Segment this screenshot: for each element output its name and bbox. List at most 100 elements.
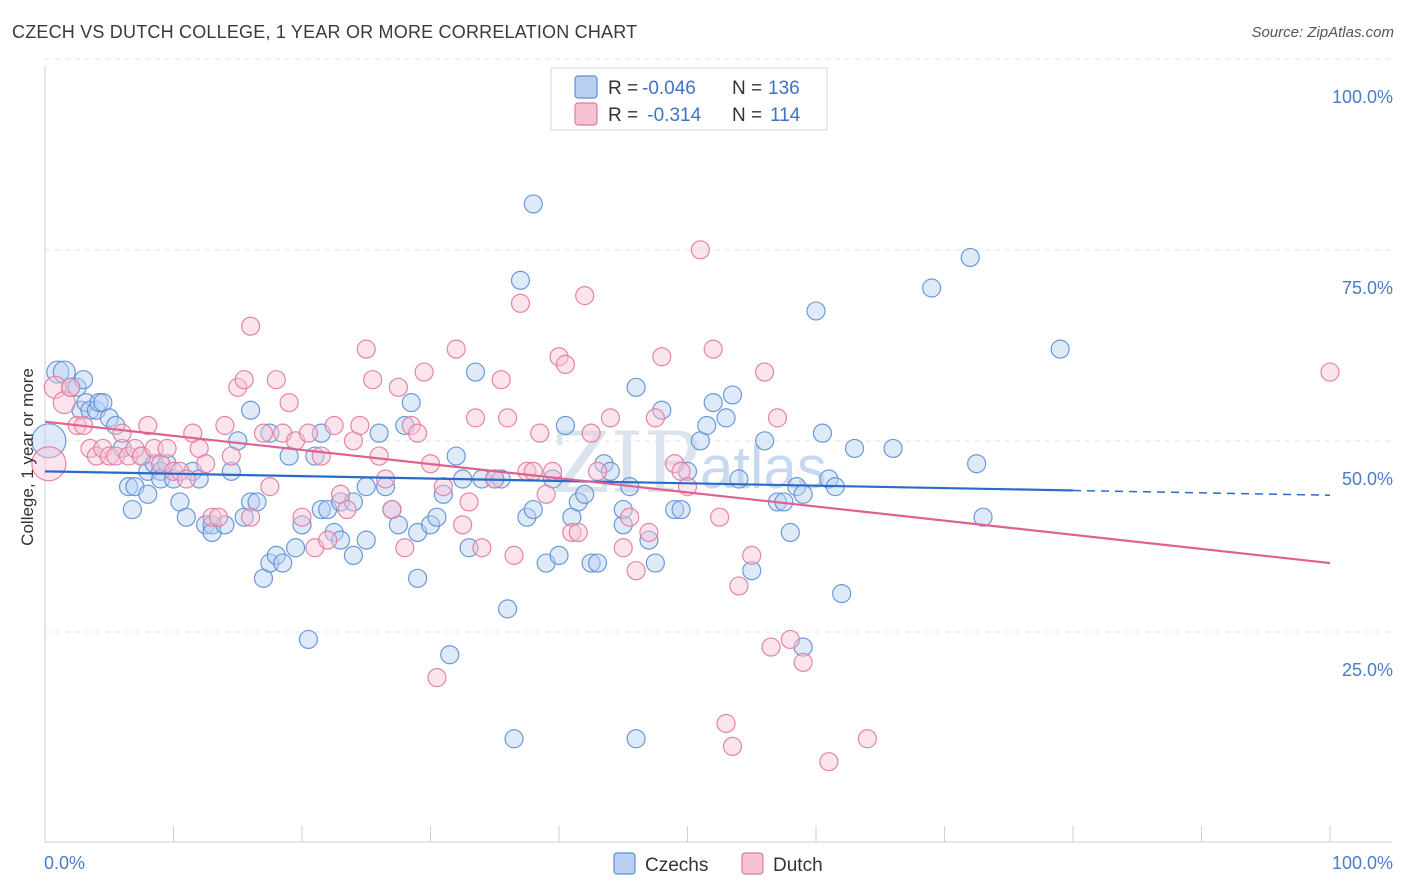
dutch-legend-icon: [741, 852, 764, 875]
czechs-point: [787, 477, 807, 497]
chart-source: Source: ZipAtlas.com: [1251, 24, 1394, 41]
czechs-point: [433, 484, 453, 504]
dutch-point: [742, 545, 762, 566]
gridlines: [45, 58, 1392, 633]
dutch-point: [401, 415, 421, 436]
dutch-point: [754, 362, 775, 382]
czechs-point: [122, 499, 142, 520]
dutch-point: [645, 408, 665, 428]
dutch-r-label: R =: [608, 105, 638, 126]
czechs-point: [819, 469, 839, 489]
chart-title: CZECH VS DUTCH COLLEGE, 1 YEAR OR MORE C…: [12, 22, 638, 42]
dutch-point: [716, 713, 736, 734]
watermark: ZIP atlas: [552, 414, 827, 512]
dutch-trendline: [44, 420, 1331, 565]
dutch-r-value: -0.314: [642, 105, 702, 126]
dutch-point: [112, 423, 132, 443]
bottom-legend: Czechs Dutch: [613, 852, 823, 876]
czechs-point: [369, 423, 389, 443]
dutch-point: [710, 507, 730, 527]
dutch-point: [793, 652, 813, 672]
czechs-point: [408, 568, 428, 588]
czechs-point: [780, 522, 800, 543]
dutch-point: [311, 446, 331, 466]
dutch-point: [215, 415, 235, 436]
czechs-point: [67, 377, 87, 397]
dutch-point: [324, 415, 344, 436]
dutch-point: [549, 347, 569, 367]
dutch-point: [196, 454, 216, 474]
czechs-point: [793, 484, 813, 504]
czechs-swatch-icon: [574, 75, 598, 99]
czechs-point: [52, 360, 76, 384]
czechs-point: [356, 530, 376, 550]
dutch-point: [453, 515, 473, 535]
dutch-point: [729, 576, 749, 596]
czechs-point: [639, 530, 659, 550]
czechs-legend-icon: [613, 852, 636, 875]
dutch-point: [292, 507, 312, 527]
dutch-point: [356, 339, 376, 359]
dutch-point: [279, 393, 299, 413]
czechs-point: [665, 499, 685, 520]
czechs-legend-label: Czechs: [645, 855, 708, 876]
dutch-point: [523, 461, 543, 481]
czechs-point: [594, 454, 614, 474]
dutch-point: [234, 370, 254, 390]
dutch-point: [99, 446, 119, 466]
czechs-point: [420, 515, 441, 535]
dutch-point: [510, 293, 531, 313]
dutch-point: [498, 408, 518, 428]
czechs-point: [401, 393, 421, 413]
dutch-point: [530, 423, 550, 443]
czechs-point: [575, 484, 595, 504]
dutch-point: [176, 469, 196, 489]
y-axis-title: College, 1 year or more: [18, 368, 37, 546]
dutch-point: [125, 438, 145, 459]
dutch-point: [170, 461, 190, 481]
dutch-point: [446, 339, 466, 359]
watermark-zip: ZIP: [552, 414, 700, 512]
dutch-point: [266, 370, 286, 390]
czechs-point: [581, 553, 601, 573]
dutch-point: [1320, 362, 1340, 382]
dutch-point: [375, 469, 396, 489]
dutch-point: [61, 377, 81, 397]
dutch-point: [581, 423, 601, 443]
czechs-n-value: 136: [768, 78, 800, 99]
dutch-point: [857, 729, 878, 749]
czechs-point: [465, 362, 486, 382]
dutch-point: [414, 362, 434, 382]
dutch-point: [536, 484, 556, 504]
czechs-point: [510, 270, 531, 290]
czechs-point: [697, 415, 717, 436]
czechs-point: [504, 729, 524, 749]
dutch-point: [298, 423, 319, 443]
dutch-point: [639, 522, 659, 543]
czechs-point: [645, 553, 665, 573]
czechs-r-value: -0.046: [642, 78, 696, 99]
dutch-point: [241, 507, 261, 527]
czechs-point: [285, 538, 306, 558]
czechs-point: [241, 400, 261, 420]
czechs-point: [703, 393, 723, 413]
czechs-point: [844, 438, 865, 459]
dutch-point: [459, 492, 479, 512]
trendlines: [44, 420, 1331, 565]
czechs-trendline-extension: [1072, 489, 1331, 496]
czechs-point: [671, 499, 691, 520]
czechs-point: [1050, 339, 1070, 359]
czechs-point: [99, 408, 119, 428]
dutch-point: [43, 375, 67, 399]
dutch-swatch-icon: [574, 102, 598, 126]
czechs-point: [832, 583, 852, 604]
dutch-n-label: N =: [732, 105, 762, 126]
dutch-point: [562, 522, 582, 543]
czechs-point: [967, 454, 987, 474]
dutch-point: [767, 408, 788, 428]
dutch-point: [761, 637, 781, 657]
czechs-point: [626, 729, 646, 749]
czechs-point: [427, 507, 447, 527]
dutch-point: [52, 391, 76, 415]
